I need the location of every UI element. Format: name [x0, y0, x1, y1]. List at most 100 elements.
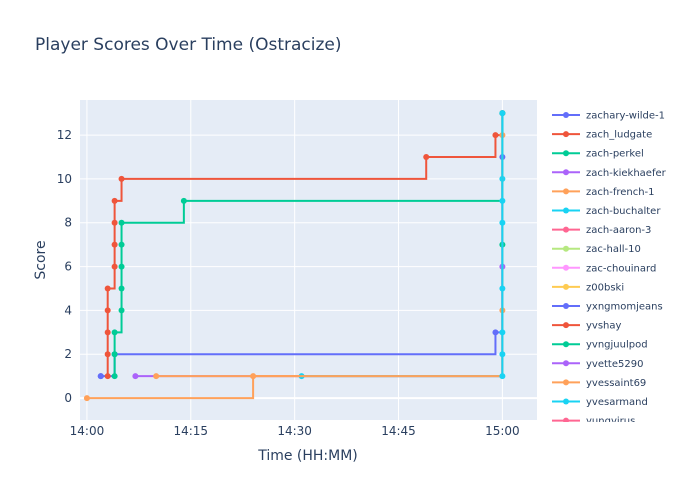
x-tick-label: 15:00 — [485, 424, 520, 438]
legend-item[interactable]: zach-aaron-3 — [552, 225, 651, 236]
legend-label: yungvirus — [586, 416, 635, 427]
legend-item[interactable]: zach-kiekhaefer — [552, 168, 667, 179]
legend-label: yvshay — [586, 321, 622, 332]
series-yvesarmand — [499, 110, 506, 380]
legend-label: zach_ludgate — [586, 130, 652, 141]
legend-label: yxngmomjeans — [586, 302, 663, 313]
data-point — [499, 373, 506, 380]
data-point — [118, 241, 125, 248]
data-point — [111, 197, 118, 204]
data-point — [180, 197, 187, 204]
data-point — [499, 285, 506, 292]
data-point — [499, 351, 506, 358]
legend-item[interactable]: zach-buchalter — [552, 206, 661, 217]
data-point — [499, 219, 506, 226]
data-point — [104, 307, 111, 314]
legend-marker — [563, 398, 569, 405]
series-layer — [83, 110, 506, 402]
x-ticks: 14:00 14:15 14:30 14:45 15:00 — [70, 424, 520, 438]
data-point — [104, 329, 111, 336]
data-point — [118, 219, 125, 226]
legend-label: zach-aaron-3 — [586, 225, 651, 236]
legend-item[interactable]: z00bski — [552, 282, 624, 293]
legend-marker — [563, 226, 569, 233]
data-point — [111, 329, 118, 336]
legend-label: zach-buchalter — [586, 206, 661, 217]
legend-item[interactable]: yvngjuulpod — [552, 340, 648, 351]
data-point — [111, 263, 118, 270]
x-axis-title: Time (HH:MM) — [257, 448, 358, 464]
data-point — [111, 351, 118, 358]
legend-marker — [563, 264, 569, 271]
legend-item[interactable]: zach_ludgate — [552, 130, 652, 141]
legend-marker — [563, 360, 569, 367]
data-point — [104, 351, 111, 358]
data-point — [111, 241, 118, 248]
legend-label: yvngjuulpod — [586, 340, 648, 351]
legend-item[interactable]: zac-hall-10 — [552, 244, 641, 255]
legend-label: z00bski — [586, 282, 624, 293]
legend-marker — [563, 283, 569, 290]
data-point — [104, 285, 111, 292]
legend-marker — [563, 303, 569, 309]
legend-item[interactable]: zachary-wilde-1 — [552, 111, 665, 122]
y-tick-label: 0 — [64, 391, 72, 405]
legend-label: zach-perkel — [586, 149, 644, 160]
legend-marker — [563, 188, 569, 195]
data-point — [83, 395, 90, 402]
series-line — [106, 113, 504, 377]
y-tick-label: 12 — [57, 128, 72, 142]
legend[interactable]: zachary-wilde-1 zach_ludgate zach-perkel za… — [552, 111, 667, 428]
y-ticks: 0 2 4 6 8 10 12 — [57, 128, 72, 405]
data-point — [423, 153, 430, 160]
legend-item[interactable]: yvessaint69 — [552, 378, 646, 389]
data-point — [118, 175, 125, 182]
legend-label: yvessaint69 — [586, 378, 646, 389]
data-point — [118, 285, 125, 292]
legend-label: yvette5290 — [586, 359, 643, 370]
data-point — [499, 197, 506, 204]
legend-marker — [563, 341, 569, 348]
y-tick-label: 10 — [57, 172, 72, 186]
data-point — [111, 373, 118, 380]
chart-title: Player Scores Over Time (Ostracize) — [35, 35, 342, 55]
legend-marker — [563, 245, 569, 252]
data-point — [499, 329, 506, 336]
data-point — [118, 307, 125, 314]
legend-item[interactable]: zach-french-1 — [552, 187, 655, 198]
y-tick-label: 2 — [64, 347, 72, 361]
data-point — [492, 329, 499, 336]
legend-marker — [563, 417, 569, 422]
data-point — [492, 132, 499, 139]
legend-marker — [563, 131, 569, 138]
data-point — [104, 373, 111, 380]
legend-item[interactable]: yungvirus — [552, 416, 635, 427]
legend-item[interactable]: zach-perkel — [552, 149, 644, 160]
legend-item[interactable]: yxngmomjeans — [552, 302, 663, 313]
y-tick-label: 6 — [64, 260, 72, 274]
legend-marker — [563, 169, 569, 176]
y-axis-title: Score — [33, 240, 49, 279]
x-tick-label: 14:45 — [381, 424, 416, 438]
legend-marker — [563, 207, 569, 214]
plot-area — [80, 100, 537, 420]
legend-item[interactable]: zac-chouinard — [552, 263, 656, 274]
y-tick-label: 4 — [64, 303, 72, 317]
data-point — [111, 219, 118, 226]
legend-label: zach-kiekhaefer — [586, 168, 667, 179]
legend-item[interactable]: yvshay — [552, 321, 622, 332]
series-zach_ludgate — [104, 110, 506, 380]
x-tick-label: 14:30 — [277, 424, 312, 438]
legend-label: zac-chouinard — [586, 263, 656, 274]
legend-item[interactable]: yvesarmand — [552, 397, 648, 408]
legend-marker — [563, 112, 569, 118]
legend-label: zach-french-1 — [586, 187, 655, 198]
data-point — [153, 373, 160, 380]
legend-label: zachary-wilde-1 — [586, 111, 665, 122]
legend-marker — [563, 150, 569, 157]
data-point — [499, 110, 506, 117]
legend-item[interactable]: yvette5290 — [552, 359, 643, 370]
legend-label: yvesarmand — [586, 397, 648, 408]
data-point — [132, 373, 139, 380]
